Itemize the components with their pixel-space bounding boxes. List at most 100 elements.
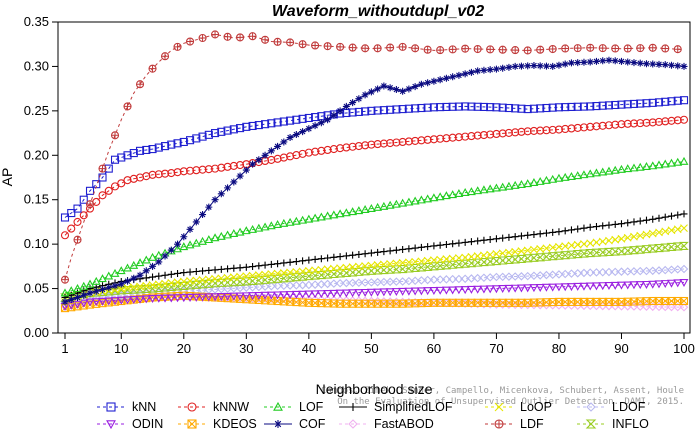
data-point-cof: [367, 88, 375, 96]
data-point-inflo: [610, 247, 621, 256]
data-point-cof: [149, 262, 157, 270]
data-point-odin: [254, 291, 264, 300]
data-point-lof: [135, 258, 145, 267]
data-point-lof: [373, 202, 383, 211]
data-point-knnw: [223, 162, 232, 171]
data-point-inflo: [616, 247, 627, 256]
data-point-loop: [580, 240, 588, 248]
data-point-loop: [473, 252, 482, 260]
data-point-ldf: [223, 32, 232, 41]
data-point-odin: [160, 294, 170, 303]
data-point-knnw: [60, 231, 70, 240]
data-point-odin: [617, 281, 626, 290]
data-point-simplifiedlof: [205, 266, 213, 274]
data-point-lof: [573, 171, 583, 180]
data-point-ldof: [310, 280, 320, 289]
data-point-knnw: [186, 166, 195, 175]
data-point-ldf: [173, 42, 182, 51]
data-point-ldof: [317, 280, 326, 289]
legend-marker-odin: [106, 420, 116, 430]
data-point-simplifiedlof: [667, 212, 675, 220]
legend-entry-simplifiedlof: SimplifiedLOF: [339, 400, 453, 414]
legend-marker-ldof: [586, 402, 596, 412]
data-point-loop: [430, 256, 438, 265]
data-point-simplifiedlof: [517, 232, 525, 240]
legend-entry-fastabod: FastABOD: [339, 417, 434, 431]
data-point-simplifiedlof: [374, 248, 382, 256]
data-point-ldof: [367, 278, 376, 287]
data-point-odin: [667, 279, 676, 288]
data-point-odin: [329, 289, 339, 298]
data-point-odin: [404, 287, 414, 296]
y-tick-label: 0.30: [24, 58, 49, 73]
data-point-inflo: [60, 293, 70, 302]
data-point-ldof: [435, 275, 445, 284]
data-point-ldf: [198, 33, 207, 43]
data-point-knn: [579, 102, 589, 111]
data-point-knn: [261, 120, 270, 129]
data-point-cof: [417, 80, 425, 88]
data-point-cof: [592, 57, 600, 65]
data-point-simplifiedlof: [480, 236, 488, 244]
data-point-knnw: [611, 120, 620, 129]
data-point-knn: [404, 104, 413, 113]
data-point-ldf: [636, 44, 645, 53]
data-point-cof: [449, 73, 457, 81]
data-point-odin: [273, 291, 283, 300]
data-point-inflo: [554, 251, 564, 260]
data-point-lof: [667, 158, 676, 167]
data-point-cof: [324, 116, 332, 124]
data-point-ldof: [404, 276, 414, 286]
x-tick-label: 50: [364, 341, 378, 356]
data-point-odin: [485, 285, 495, 294]
data-point-ldof: [385, 277, 395, 287]
data-point-knn: [117, 153, 126, 162]
data-point-knn: [223, 126, 232, 135]
data-point-knn: [179, 137, 188, 147]
data-point-ldof: [567, 269, 576, 278]
data-point-odin: [179, 294, 189, 303]
data-point-ldof: [654, 266, 664, 275]
data-point-lof: [648, 161, 658, 170]
y-axis-label: AP: [0, 168, 15, 187]
data-point-ldof: [348, 278, 357, 288]
data-point-loop: [673, 225, 682, 234]
data-point-ldof: [454, 274, 464, 284]
series-layer: [60, 30, 689, 313]
data-point-cof: [505, 63, 513, 71]
data-point-simplifiedlof: [142, 274, 150, 282]
data-point-knnw: [579, 123, 589, 132]
data-point-ldof: [473, 273, 482, 283]
data-point-knn: [423, 103, 432, 112]
data-point-odin: [510, 284, 520, 293]
data-point-lof: [148, 252, 157, 261]
data-point-loop: [611, 235, 620, 244]
data-point-lof: [341, 208, 351, 217]
data-point-ldf: [473, 44, 482, 54]
data-point-odin: [216, 293, 226, 302]
legend-marker-loop: [494, 402, 504, 412]
series-ldf: [60, 30, 685, 284]
data-point-knn: [73, 204, 82, 213]
data-point-simplifiedlof: [211, 266, 219, 274]
data-point-inflo: [510, 255, 521, 264]
data-point-loop: [436, 255, 445, 264]
data-point-ldof: [429, 275, 439, 284]
data-point-simplifiedlof: [574, 225, 582, 233]
data-point-knnw: [473, 131, 482, 140]
data-point-knn: [286, 116, 295, 125]
data-point-loop: [667, 226, 676, 235]
data-point-odin: [373, 288, 383, 297]
data-point-odin: [104, 297, 114, 306]
data-point-simplifiedlof: [255, 262, 263, 270]
data-point-cof: [349, 99, 357, 107]
data-point-loop: [354, 262, 363, 271]
data-point-lof: [410, 196, 420, 205]
data-point-ldof: [560, 269, 570, 279]
data-point-loop: [273, 269, 282, 278]
data-point-ldof: [335, 278, 345, 288]
data-point-odin: [604, 282, 614, 291]
data-point-loop: [179, 277, 188, 286]
data-point-cof: [224, 184, 232, 192]
data-point-ldof: [592, 268, 601, 277]
